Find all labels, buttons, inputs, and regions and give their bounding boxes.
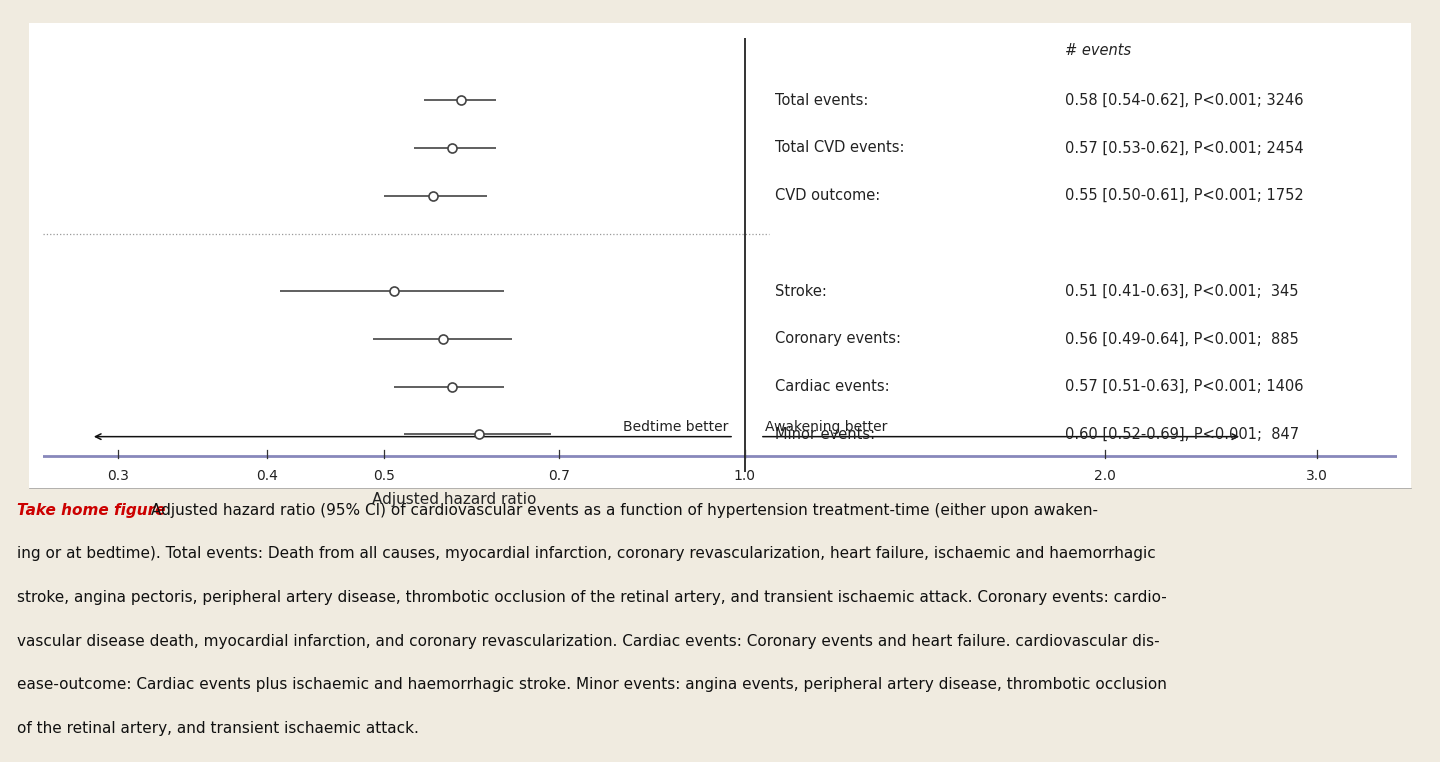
Text: 0.58 [0.54-0.62], P<0.001; 3246: 0.58 [0.54-0.62], P<0.001; 3246 [1064, 93, 1303, 107]
Text: 0.7: 0.7 [547, 469, 570, 483]
Text: Total events:: Total events: [775, 93, 868, 107]
Text: 1.0: 1.0 [733, 469, 756, 483]
Text: 0.55 [0.50-0.61], P<0.001; 1752: 0.55 [0.50-0.61], P<0.001; 1752 [1064, 188, 1303, 203]
Text: 0.3: 0.3 [107, 469, 128, 483]
Text: Minor events:: Minor events: [775, 427, 876, 442]
Text: 0.5: 0.5 [373, 469, 395, 483]
Text: vascular disease death, myocardial infarction, and coronary revascularization. C: vascular disease death, myocardial infar… [17, 634, 1159, 648]
Text: Stroke:: Stroke: [775, 283, 827, 299]
Text: 0.57 [0.53-0.62], P<0.001; 2454: 0.57 [0.53-0.62], P<0.001; 2454 [1064, 140, 1303, 155]
Text: Awakening better: Awakening better [765, 421, 887, 434]
Text: Adjusted hazard ratio (95% CI) of cardiovascular events as a function of hyperte: Adjusted hazard ratio (95% CI) of cardio… [151, 503, 1099, 517]
Text: 0.51 [0.41-0.63], P<0.001;  345: 0.51 [0.41-0.63], P<0.001; 345 [1064, 283, 1299, 299]
Text: Take home figure: Take home figure [17, 503, 166, 517]
Text: ing or at bedtime). Total events: Death from all causes, myocardial infarction, : ing or at bedtime). Total events: Death … [17, 546, 1156, 562]
Text: 0.4: 0.4 [256, 469, 278, 483]
Text: stroke, angina pectoris, peripheral artery disease, thrombotic occlusion of the : stroke, angina pectoris, peripheral arte… [17, 590, 1166, 605]
Text: CVD outcome:: CVD outcome: [775, 188, 880, 203]
Text: 3.0: 3.0 [1306, 469, 1328, 483]
Text: Coronary events:: Coronary events: [775, 331, 901, 346]
Text: ease-outcome: Cardiac events plus ischaemic and haemorrhagic stroke. Minor event: ease-outcome: Cardiac events plus ischae… [17, 677, 1168, 693]
Text: 0.56 [0.49-0.64], P<0.001;  885: 0.56 [0.49-0.64], P<0.001; 885 [1064, 331, 1299, 346]
Text: of the retinal artery, and transient ischaemic attack.: of the retinal artery, and transient isc… [17, 721, 419, 736]
Text: Bedtime better: Bedtime better [624, 421, 729, 434]
Text: Cardiac events:: Cardiac events: [775, 379, 890, 394]
Text: 2.0: 2.0 [1094, 469, 1116, 483]
Text: 0.57 [0.51-0.63], P<0.001; 1406: 0.57 [0.51-0.63], P<0.001; 1406 [1064, 379, 1303, 394]
Text: Adjusted hazard ratio: Adjusted hazard ratio [372, 491, 536, 507]
Text: # events: # events [1064, 43, 1130, 58]
Text: Total CVD events:: Total CVD events: [775, 140, 904, 155]
Text: 0.60 [0.52-0.69], P<0.001;  847: 0.60 [0.52-0.69], P<0.001; 847 [1064, 427, 1299, 442]
